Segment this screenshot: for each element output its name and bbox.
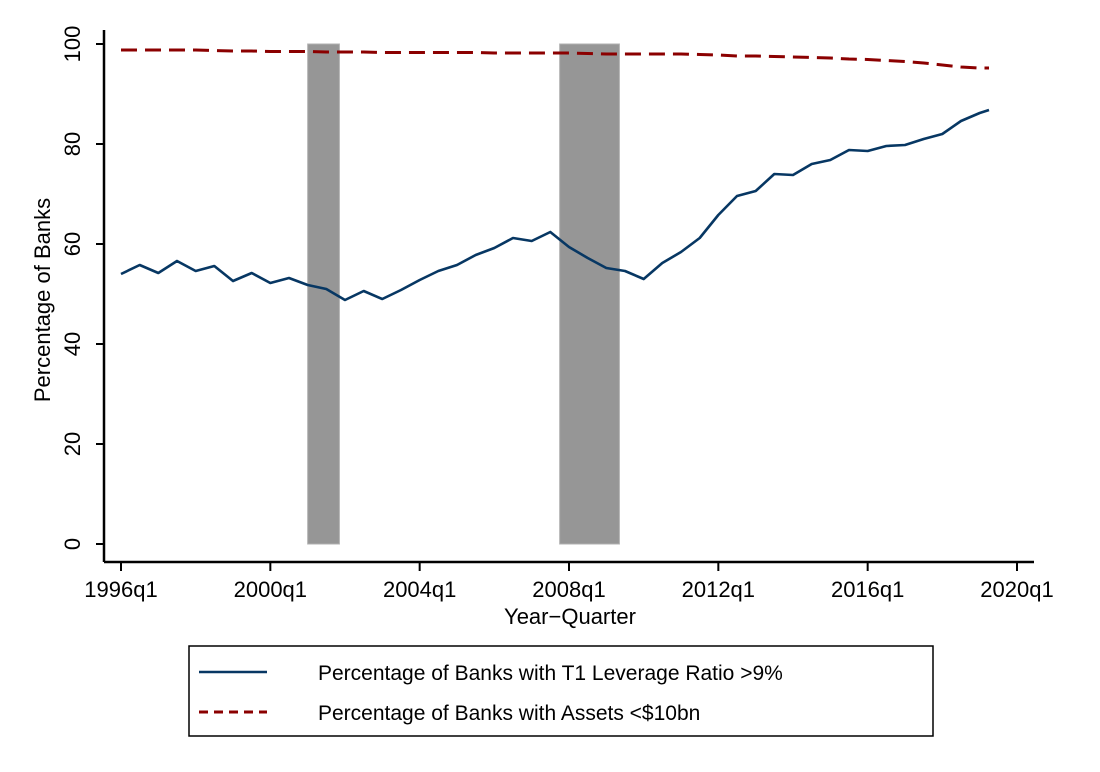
x-tick-label: 2020q1 — [980, 577, 1053, 602]
y-tick-label: 20 — [60, 432, 85, 456]
series-line-leverage — [120, 108, 990, 302]
y-axis-title: Percentage of Banks — [30, 198, 55, 402]
legend-label-leverage: Percentage of Banks with T1 Leverage Rat… — [318, 662, 783, 685]
y-tick-label: 0 — [60, 538, 85, 550]
x-tick-label: 2008q1 — [532, 577, 605, 602]
x-tick-label: 2000q1 — [234, 577, 307, 602]
x-tick-label: 2004q1 — [383, 577, 456, 602]
y-tick-label: 100 — [60, 26, 85, 63]
y-axis-ticks: 0 20 40 60 80 100 — [60, 26, 104, 550]
y-tick-label: 80 — [60, 132, 85, 156]
series-line-assets — [121, 48, 989, 70]
series-lines — [120, 48, 990, 302]
x-tick-label: 2016q1 — [831, 577, 904, 602]
recession-band — [559, 43, 620, 545]
x-tick-label: 2012q1 — [682, 577, 755, 602]
x-axis-ticks: 1996q1 2000q1 2004q1 2008q1 2012q1 2016q1 2020… — [84, 562, 1054, 602]
y-tick-label: 60 — [60, 232, 85, 256]
x-axis-title: Year−Quarter — [504, 604, 636, 629]
recession-shading — [307, 43, 620, 545]
y-tick-label: 40 — [60, 332, 85, 356]
legend: Percentage of Banks with T1 Leverage Rat… — [188, 645, 934, 737]
x-tick-label: 1996q1 — [84, 577, 157, 602]
legend-label-assets: Percentage of Banks with Assets <$10bn — [318, 702, 700, 725]
legend-box — [188, 645, 934, 737]
